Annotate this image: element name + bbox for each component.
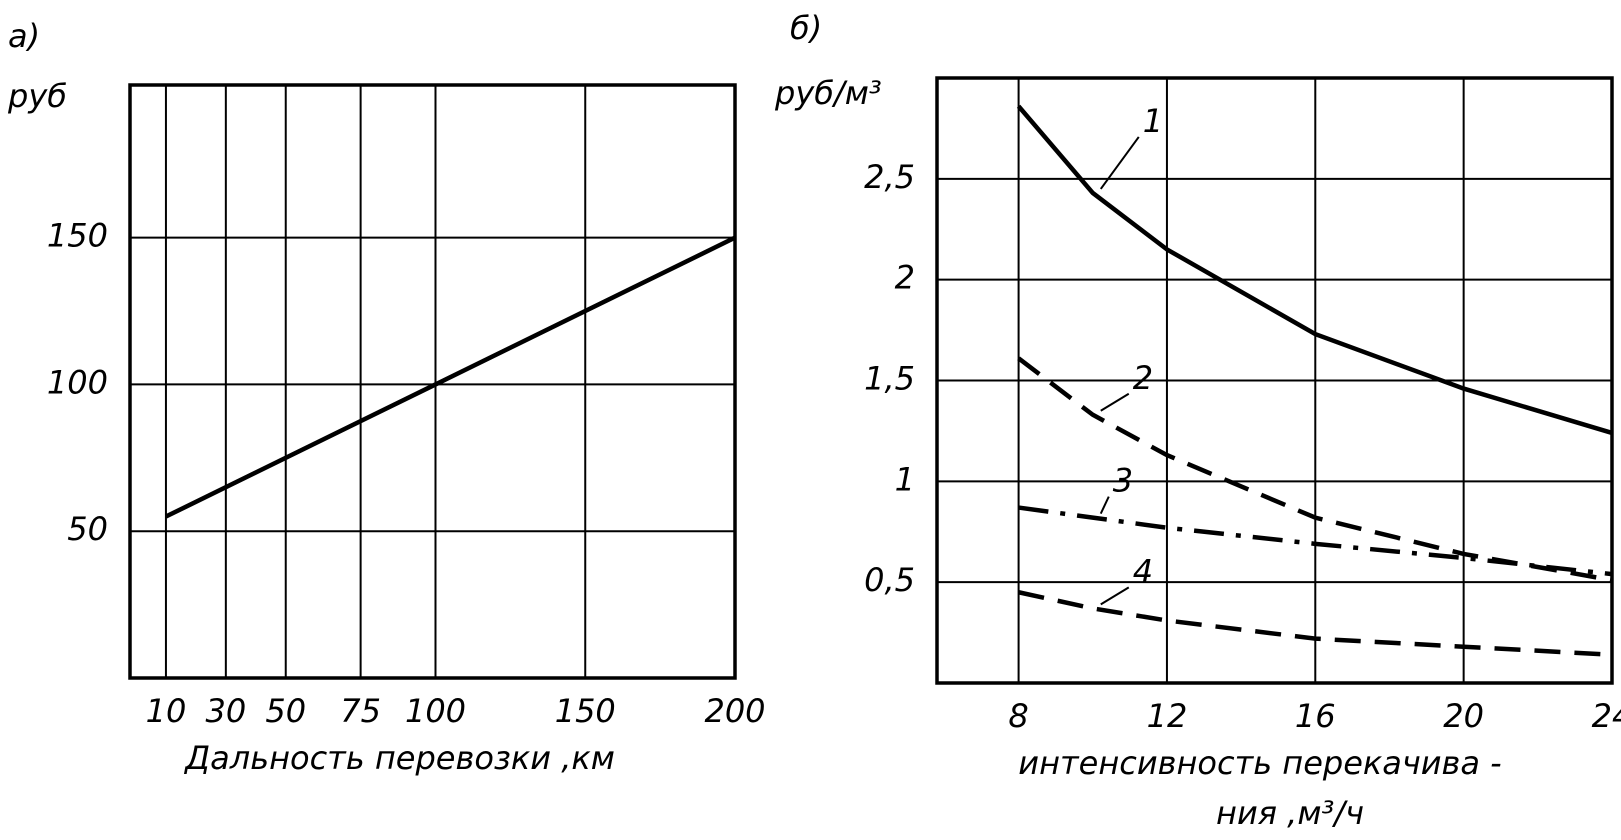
y-tick-label: 0,5 [864,561,915,599]
y-axis-label: руб/м³ [774,74,882,112]
data-line [1018,590,1613,658]
x-axis-label: Дальность перевозки ,км [183,739,615,777]
label-leader [1100,586,1130,606]
series-label: 4 [1133,552,1153,590]
series-label: 2 [1133,359,1153,397]
panel-label: б) [790,9,822,47]
y-tick-label: 1,5 [864,360,915,398]
x-axis-label: интенсивность перекачива - [1018,744,1501,782]
y-tick-label: 100 [47,363,108,401]
y-tick-label: 2,5 [864,158,915,196]
data-line [1018,505,1613,577]
y-tick-label: 2 [895,259,915,297]
y-tick-label: 1 [895,460,915,498]
x-tick-label: 24 [1592,697,1621,735]
x-axis-label: ния ,м³/ч [1216,794,1364,832]
label-leader [1099,496,1110,515]
y-tick-label: 150 [47,217,108,255]
label-leader [1100,392,1130,412]
x-tick-label: 50 [265,692,306,730]
x-tick-label: 16 [1295,697,1336,735]
y-tick-label: 50 [67,510,108,548]
data-line [164,235,736,519]
data-line [1016,104,1613,436]
x-tick-label: 10 [146,692,187,730]
y-axis-label: руб [7,77,67,115]
x-tick-label: 75 [340,692,381,730]
series-label: 1 [1143,102,1163,140]
plot-frame [128,83,737,680]
data-line [1017,356,1613,583]
x-tick-label: 150 [555,692,616,730]
x-tick-label: 20 [1443,697,1484,735]
x-tick-label: 30 [205,692,246,730]
panel-label: а) [8,17,40,55]
series-label: 3 [1113,462,1133,500]
x-tick-label: 200 [704,692,765,730]
x-tick-label: 12 [1147,697,1188,735]
x-tick-label: 8 [1008,697,1028,735]
plot-frame [935,76,1614,685]
label-leader [1099,136,1140,190]
x-tick-label: 100 [405,692,466,730]
